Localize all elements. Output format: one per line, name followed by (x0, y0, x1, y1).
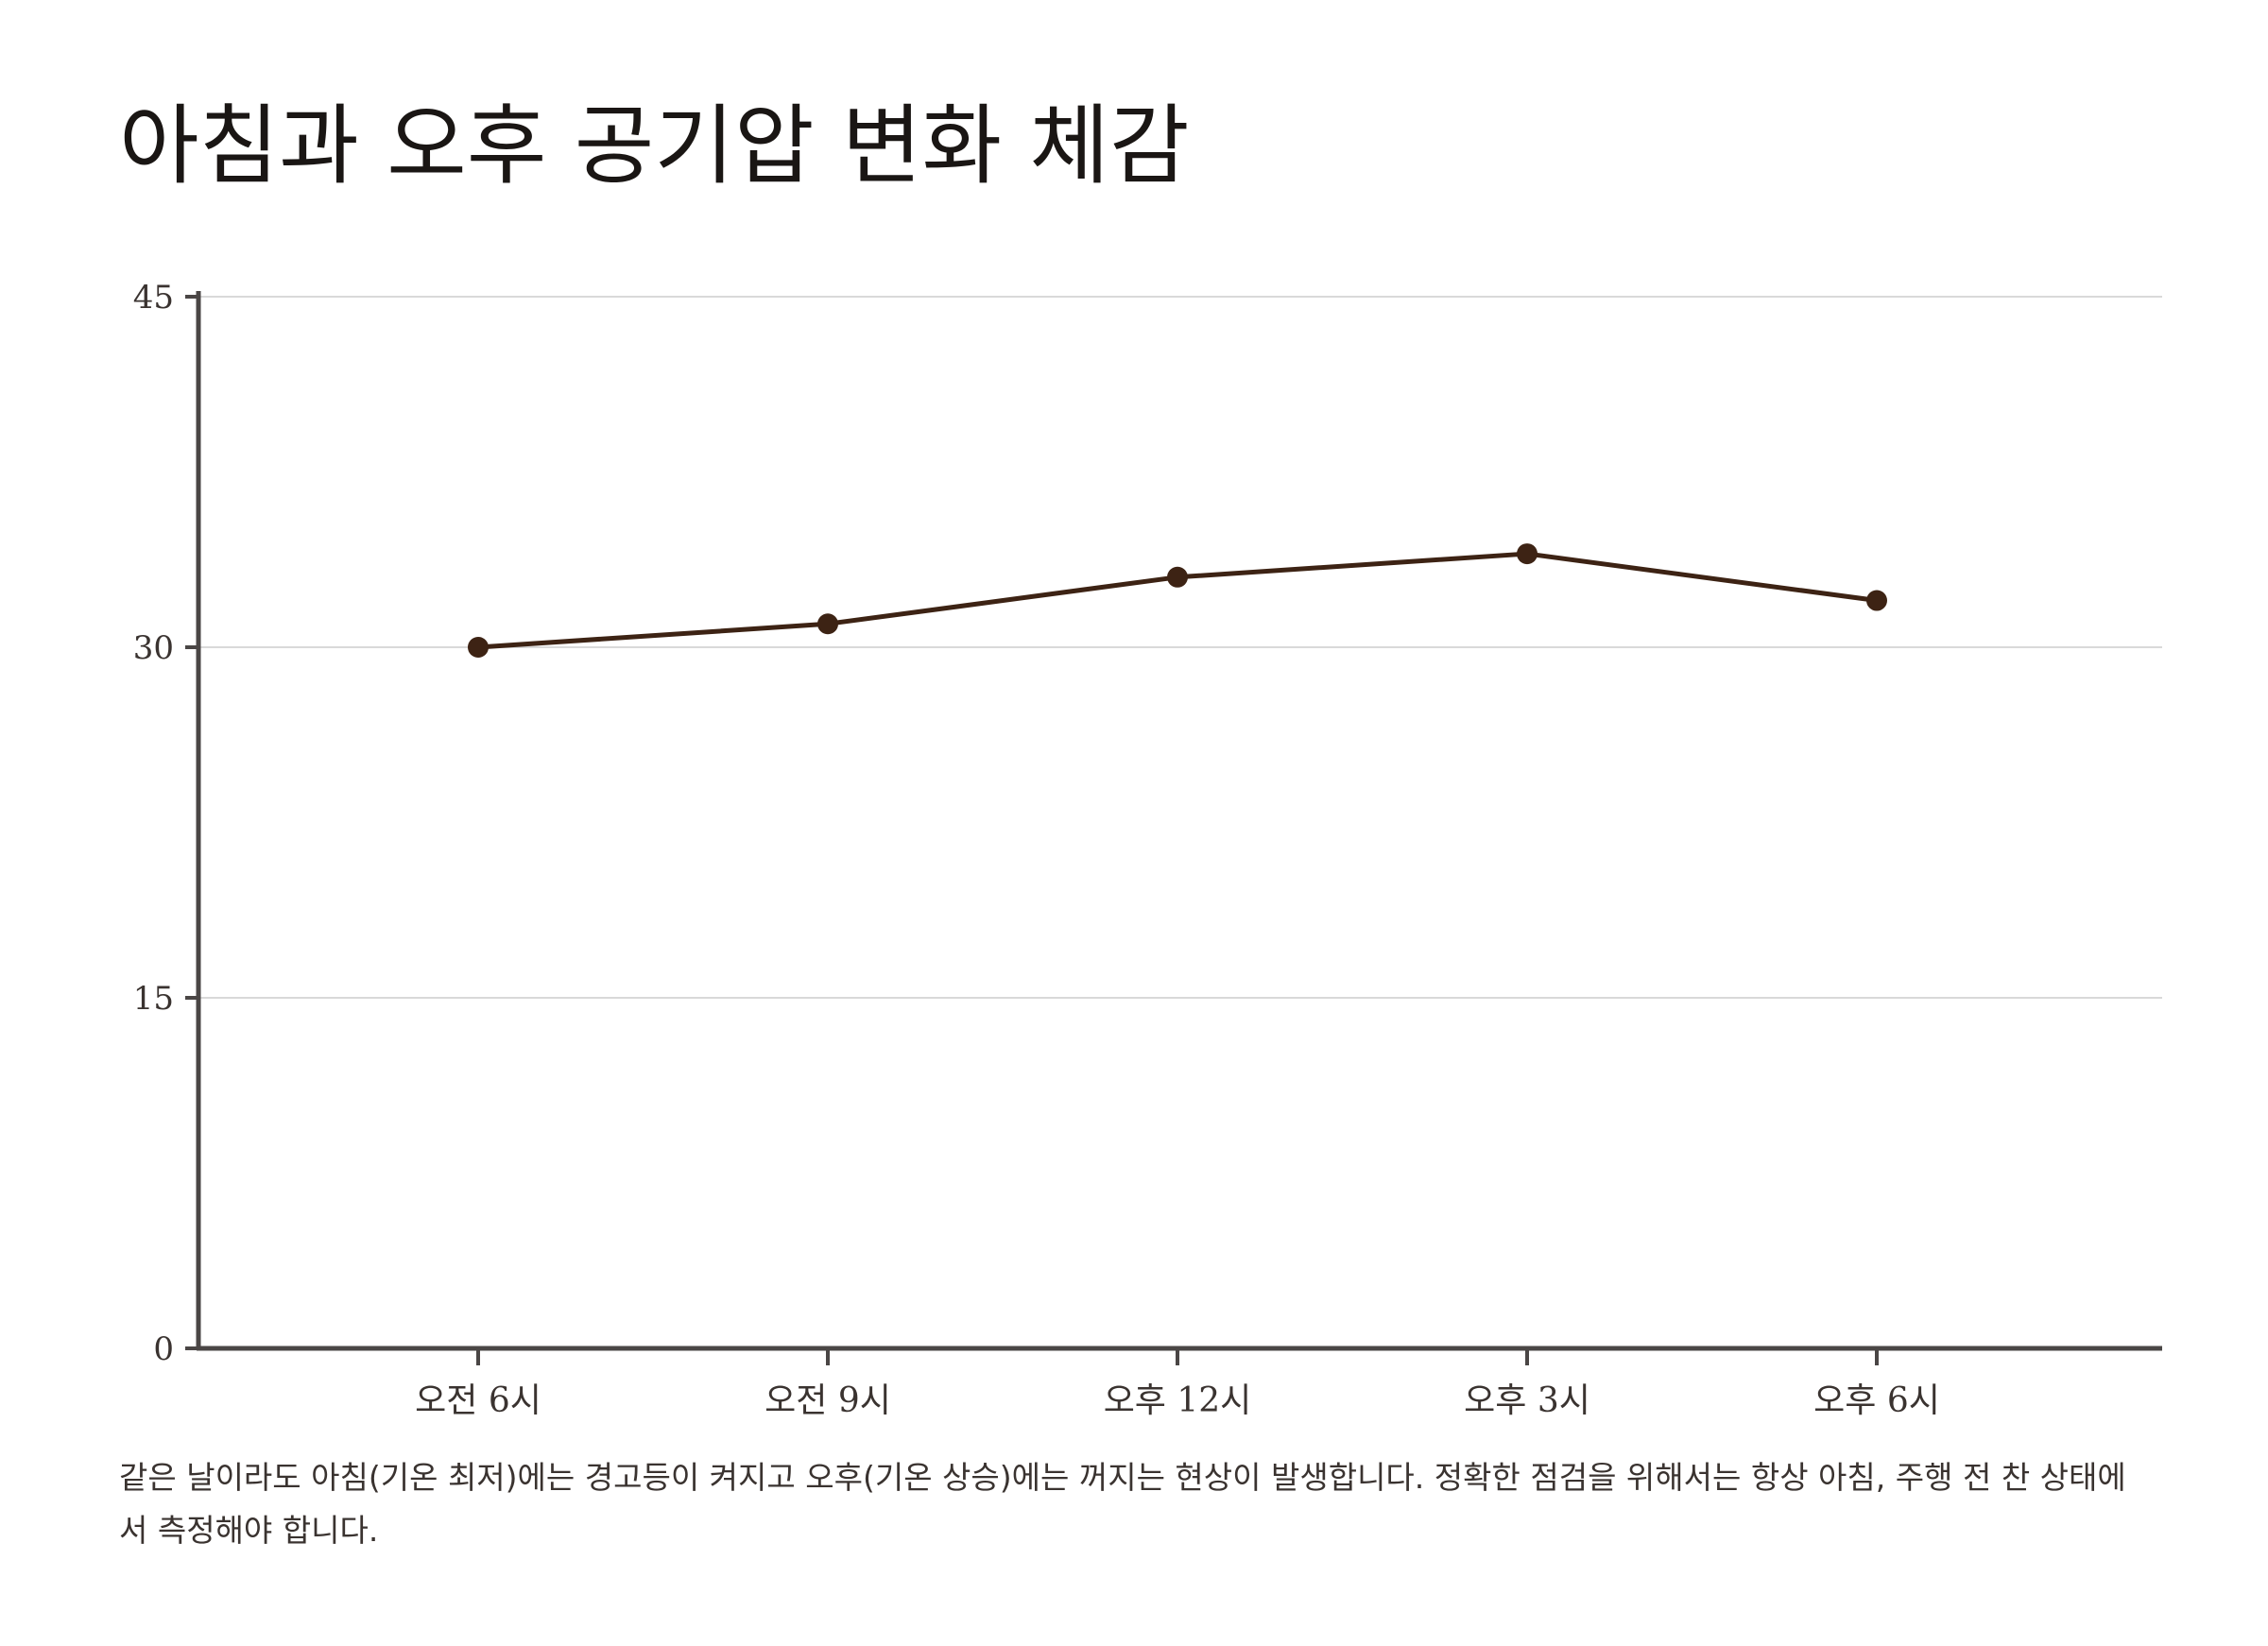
x-tick-label: 오후 12시 (1104, 1381, 1252, 1420)
data-point (468, 637, 489, 658)
data-point (1167, 566, 1188, 588)
chart-caption: 같은 날이라도 아침(기온 최저)에는 경고등이 켜지고 오후(기온 상승)에는… (119, 1459, 2126, 1549)
data-point (817, 613, 838, 635)
data-point (1517, 543, 1538, 565)
chart-title: 아침과 오후 공기압 변화 체감 (119, 95, 1190, 197)
data-point (1866, 590, 1887, 611)
x-tick-label: 오후 3시 (1464, 1381, 1590, 1420)
y-tick-label: 30 (133, 629, 174, 667)
axes (185, 291, 2162, 1365)
gridlines (198, 296, 2162, 999)
tick-labels: 0 15 30 45 오전 6시 오전 9시 오후 12시 오후 3시 오후 6시 (133, 279, 1940, 1420)
y-tick-label: 45 (133, 279, 174, 317)
x-tick-label: 오전 6시 (415, 1381, 541, 1420)
x-tick-label: 오후 6시 (1813, 1381, 1940, 1420)
x-tick-label: 오전 9시 (765, 1381, 891, 1420)
y-tick-label: 15 (133, 980, 174, 1018)
y-tick-label: 0 (153, 1330, 174, 1368)
series (468, 543, 1887, 658)
